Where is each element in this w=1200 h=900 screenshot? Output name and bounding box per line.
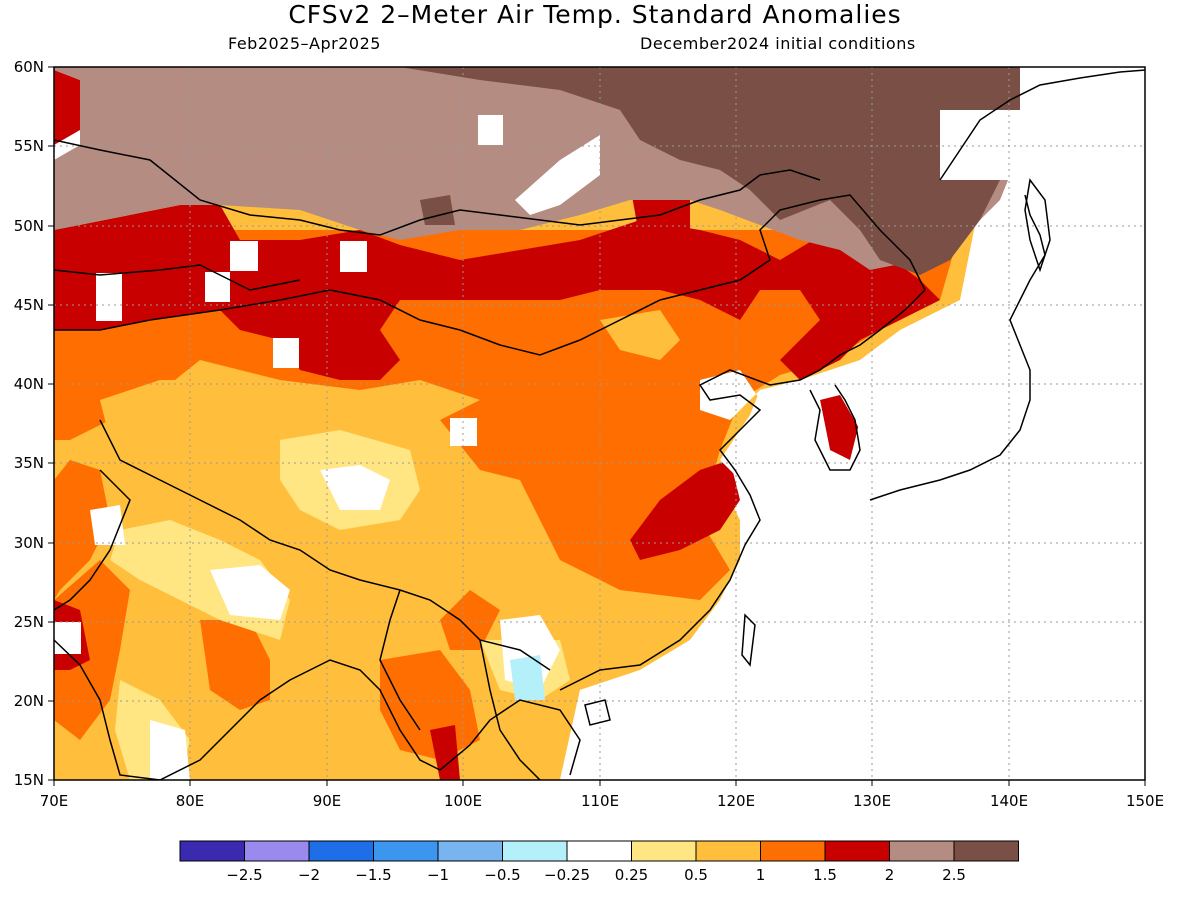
masked-cell-5 (205, 272, 230, 302)
graticule (54, 67, 1145, 780)
coastlines (54, 69, 1145, 780)
masked-cell-3 (230, 241, 258, 271)
hainan (584, 699, 611, 726)
y-tick-label: 55N (14, 137, 44, 155)
y-tick-label: 50N (14, 217, 44, 235)
india-border (54, 469, 131, 611)
china-border-southwest (99, 419, 551, 671)
masked-ocean-east (560, 67, 1145, 780)
anomaly-band-2-burma (430, 725, 460, 780)
korea-coast (809, 384, 861, 471)
x-tick-label: 120E (717, 792, 755, 810)
masked-japan-coast (940, 110, 1020, 180)
colorbar-label: −2.5 (226, 866, 262, 884)
colorbar-label: −0.5 (484, 866, 520, 884)
colorbar-label: 2.5 (942, 866, 966, 884)
initial-conditions: December2024 initial conditions (640, 34, 916, 53)
anomaly-band-1-5-central-india (200, 620, 270, 710)
y-tick-label: 60N (14, 58, 44, 76)
x-tick-labels: 70E 80E 90E 100E 110E 120E 130E 140E 150… (40, 792, 1164, 810)
colorbar-label: −1.5 (355, 866, 391, 884)
colorbar-swatch (244, 840, 310, 862)
colorbar-label: −0.25 (544, 866, 590, 884)
map-title: CFSv2 2–Meter Air Temp. Standard Anomali… (288, 0, 902, 29)
colorbar-label: −1 (427, 866, 449, 884)
anomaly-band-2-korea (820, 395, 860, 460)
y-tick-label: 15N (14, 771, 44, 789)
anomaly-near-zero-india (210, 565, 290, 620)
anomaly-band-1-5-south (54, 460, 110, 600)
x-tick-label: 100E (444, 792, 482, 810)
colorbar-swatch (953, 840, 1019, 862)
anomaly-band-extreme (400, 67, 1020, 275)
y-tick-label: 30N (14, 534, 44, 552)
y-tick-label: 25N (14, 613, 44, 631)
y-tick-label: 20N (14, 692, 44, 710)
masked-cell-4 (340, 241, 367, 272)
colorbar-swatch (566, 840, 632, 862)
axis-ticks (48, 66, 1146, 786)
colorbar-swatch (179, 840, 245, 862)
colorbar-swatch (437, 840, 503, 862)
japan-coast (869, 194, 1046, 501)
x-tick-label: 90E (313, 792, 342, 810)
y-tick-label: 45N (14, 296, 44, 314)
x-tick-label: 110E (581, 792, 619, 810)
anomaly-band-1-5-indochina (440, 590, 500, 650)
anomaly-near-zero-south-india (150, 720, 190, 780)
forecast-period: Feb2025–Apr2025 (228, 34, 381, 53)
masked-baikal (515, 135, 600, 215)
taiwan-coast (741, 613, 756, 667)
colorbar-swatch (695, 840, 761, 862)
masked-cell-8 (54, 622, 81, 654)
russia-coast (939, 69, 1145, 181)
anomaly-cool-spot (510, 655, 545, 700)
anomaly-band-2-west (54, 70, 80, 145)
colorbar-label: 0.25 (615, 866, 648, 884)
colorbar-label: 1 (756, 866, 766, 884)
anomaly-near-zero-tibet (320, 465, 390, 510)
colorbar-swatch (824, 840, 890, 862)
masked-cell-1 (478, 115, 503, 145)
colorbar-label: −2 (298, 866, 320, 884)
y-tick-labels: 60N 55N 50N 45N 40N 35N 30N 25N 20N 15N (14, 58, 44, 789)
kazakh-border (54, 264, 301, 291)
x-tick-label: 140E (990, 792, 1028, 810)
anomaly-band-2-yangtze (630, 460, 740, 560)
anomaly-band-2-north (54, 205, 940, 380)
anomaly-band-1-mongolia (600, 310, 680, 360)
y-tick-label: 35N (14, 454, 44, 472)
masked-cell-6 (273, 338, 299, 368)
colorbar-label: 1.5 (813, 866, 837, 884)
colorbar-swatch (889, 840, 955, 862)
indochina-border (479, 639, 541, 780)
anomaly-band-1-5-india (54, 560, 130, 740)
anomaly-band-extreme-west (420, 195, 455, 225)
india-coast (54, 639, 441, 780)
colorbar-swatch (760, 840, 826, 862)
y-tick-label: 40N (14, 375, 44, 393)
colorbar-swatch (631, 840, 697, 862)
colorbar-swatch (373, 840, 439, 862)
colorbar-label: 2 (885, 866, 895, 884)
anomaly-field (54, 67, 1145, 780)
x-tick-label: 150E (1126, 792, 1164, 810)
colorbar: −2.5 −2 −1.5 −1 −0.5 −0.25 0.25 0.5 1 1.5 2 2.5 (179, 840, 1019, 884)
myanmar-border (379, 589, 421, 731)
sakhalin (1024, 178, 1051, 273)
masked-cell-2 (96, 273, 122, 321)
indochina-coast (439, 699, 581, 776)
colorbar-label: 0.5 (684, 866, 708, 884)
colorbar-swatch (308, 840, 374, 862)
colorbar-swatch (502, 840, 568, 862)
x-tick-label: 130E (853, 792, 891, 810)
china-border-north (54, 194, 926, 356)
x-tick-label: 80E (176, 792, 205, 810)
china-coast (559, 289, 926, 691)
x-tick-label: 70E (40, 792, 69, 810)
russia-mongolia-border (54, 139, 821, 236)
